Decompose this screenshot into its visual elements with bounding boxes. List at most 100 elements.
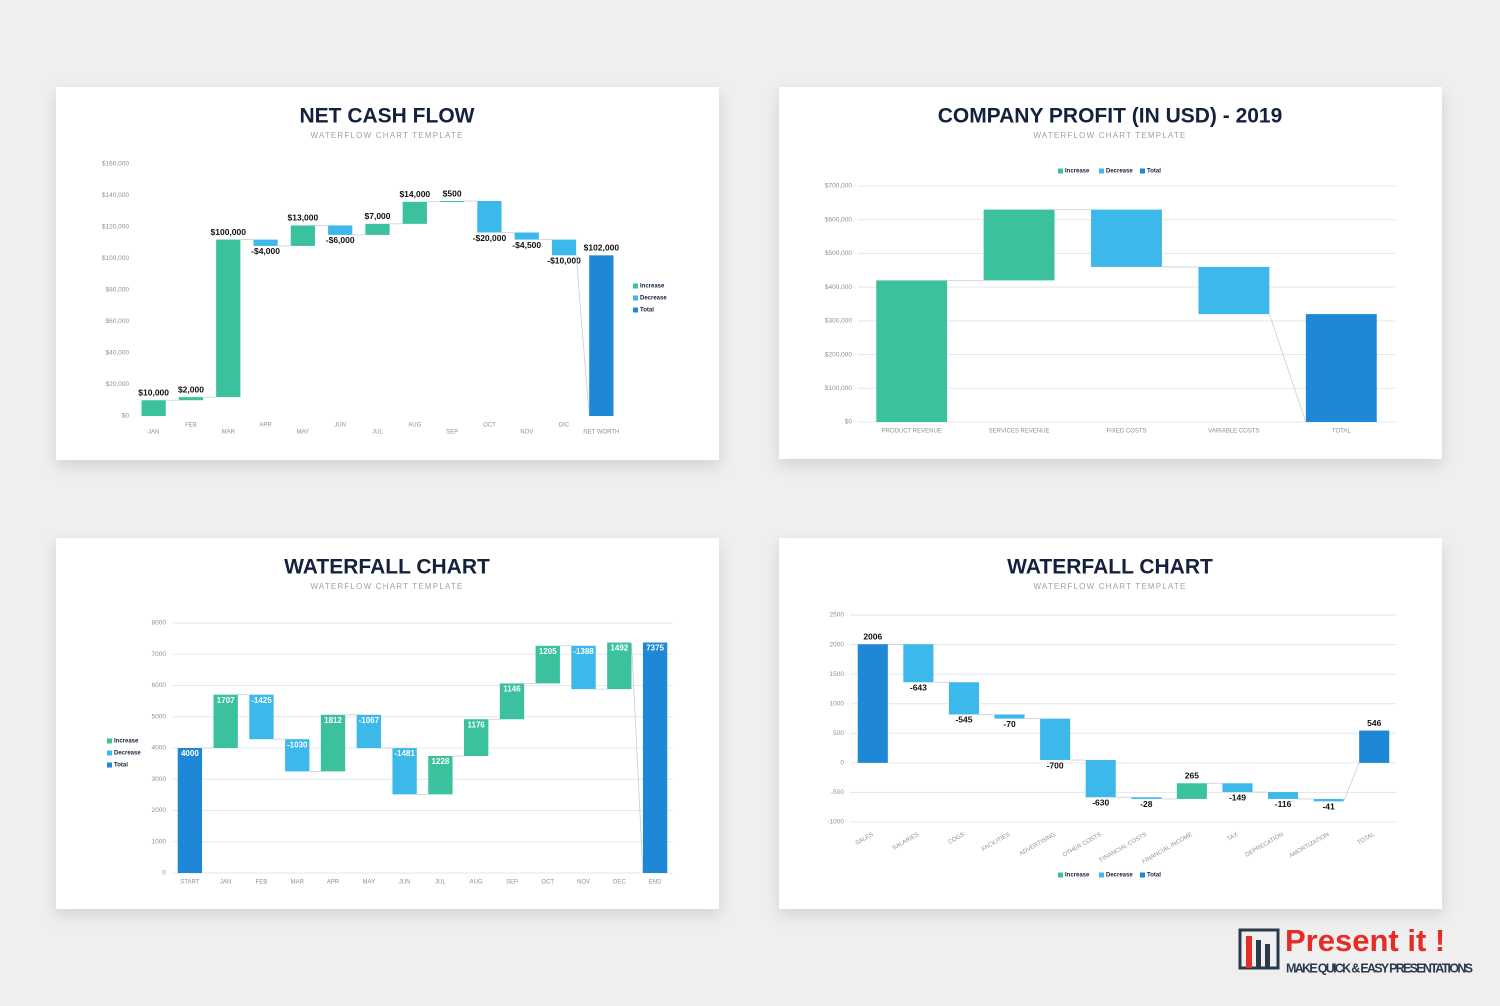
y-tick-label: $200,000 bbox=[825, 351, 852, 358]
bar bbox=[1040, 718, 1071, 761]
bar bbox=[571, 645, 596, 690]
bar bbox=[320, 714, 346, 772]
chart-title: WATERFALL CHART bbox=[284, 556, 490, 579]
value-label: 1707 bbox=[217, 696, 235, 705]
bar bbox=[1091, 209, 1162, 267]
bar bbox=[551, 239, 577, 256]
value-label: $7,000 bbox=[365, 211, 391, 221]
bar bbox=[499, 683, 525, 720]
bar bbox=[464, 719, 489, 756]
y-tick-label: $100,000 bbox=[102, 255, 129, 262]
connector bbox=[631, 642, 644, 874]
y-tick-label: 2000 bbox=[830, 641, 845, 648]
x-tick-label: PRODUCT REVENUE bbox=[882, 429, 942, 435]
value-label: -41 bbox=[1322, 802, 1335, 812]
chart-subtitle: WATERFLOW CHART TEMPLATE bbox=[310, 131, 463, 140]
value-label: $13,000 bbox=[288, 213, 319, 223]
legend-swatch bbox=[107, 738, 112, 744]
bar bbox=[1305, 314, 1377, 422]
value-label: 1176 bbox=[467, 720, 485, 729]
value-label: -$10,000 bbox=[547, 256, 581, 266]
x-tick-label: AUG bbox=[408, 423, 421, 429]
bar bbox=[535, 645, 560, 684]
value-label: 4000 bbox=[181, 749, 199, 758]
bar bbox=[253, 239, 278, 246]
x-tick-label: FEB bbox=[256, 880, 268, 886]
value-label: -116 bbox=[1275, 799, 1292, 809]
legend-swatch bbox=[1058, 168, 1063, 174]
chart-title: WATERFALL CHART bbox=[1007, 556, 1213, 579]
y-tick-label: $700,000 bbox=[825, 183, 852, 190]
x-tick-label: SEP bbox=[446, 430, 458, 436]
bar bbox=[1359, 730, 1390, 763]
value-label: -545 bbox=[955, 715, 972, 725]
y-tick-label: $120,000 bbox=[102, 224, 129, 231]
connector bbox=[1268, 313, 1307, 423]
legend-label: Decrease bbox=[1106, 873, 1133, 879]
y-tick-label: $500,000 bbox=[825, 250, 852, 257]
legend-swatch bbox=[1099, 168, 1104, 174]
value-label: -$6,000 bbox=[326, 235, 355, 245]
value-label: -149 bbox=[1229, 792, 1246, 802]
y-tick-label: 7000 bbox=[152, 651, 167, 658]
bar bbox=[216, 239, 241, 398]
value-label: 546 bbox=[1367, 718, 1381, 728]
x-tick-label: OCT bbox=[483, 423, 496, 429]
bar bbox=[365, 223, 390, 235]
x-tick-label: JUN bbox=[334, 423, 346, 429]
value-label: -1388 bbox=[573, 647, 594, 656]
bar bbox=[642, 642, 668, 873]
bar bbox=[857, 644, 888, 763]
x-tick-label: JUL bbox=[372, 430, 383, 436]
y-tick-label: $300,000 bbox=[825, 318, 852, 325]
x-tick-label: MAR bbox=[291, 880, 305, 886]
legend-label: Increase bbox=[1065, 873, 1090, 879]
bar bbox=[1222, 783, 1253, 793]
bar bbox=[249, 694, 274, 740]
bar bbox=[213, 694, 238, 748]
y-tick-label: 8000 bbox=[152, 620, 167, 627]
y-tick-label: 2500 bbox=[830, 612, 845, 619]
y-tick-label: $40,000 bbox=[106, 350, 130, 357]
value-label: -28 bbox=[1140, 799, 1153, 809]
y-tick-label: 2000 bbox=[152, 807, 167, 814]
value-label: 2006 bbox=[863, 631, 882, 641]
x-tick-label: TAX bbox=[1227, 832, 1240, 843]
value-label: -$20,000 bbox=[473, 233, 507, 243]
bar bbox=[903, 644, 934, 683]
bar bbox=[1267, 792, 1299, 799]
legend-label: Total bbox=[114, 763, 128, 769]
value-label: -700 bbox=[1047, 760, 1064, 770]
value-label: -1425 bbox=[251, 696, 272, 705]
legend-label: Decrease bbox=[1106, 169, 1133, 175]
value-label: -$4,000 bbox=[251, 246, 280, 256]
value-label: 7375 bbox=[646, 644, 664, 653]
y-tick-label: $80,000 bbox=[106, 287, 130, 294]
x-tick-label: APR bbox=[259, 423, 272, 429]
x-tick-label: OCT bbox=[541, 880, 554, 886]
bar bbox=[1313, 798, 1344, 802]
value-label: -1030 bbox=[287, 740, 308, 749]
x-tick-label: JUL bbox=[435, 880, 446, 886]
y-tick-label: 6000 bbox=[152, 682, 167, 689]
value-label: -643 bbox=[910, 682, 927, 692]
x-tick-label: END bbox=[649, 880, 662, 886]
y-tick-label: $140,000 bbox=[102, 192, 129, 199]
y-tick-label: 1000 bbox=[152, 838, 167, 845]
value-label: -630 bbox=[1092, 798, 1109, 808]
value-label: $14,000 bbox=[399, 189, 430, 199]
y-tick-label: 0 bbox=[162, 870, 166, 877]
value-label: $500 bbox=[443, 188, 462, 198]
y-tick-label: $400,000 bbox=[825, 284, 852, 291]
value-label: $2,000 bbox=[178, 384, 204, 394]
y-tick-label: -1000 bbox=[827, 819, 844, 826]
card bbox=[779, 538, 1442, 909]
value-label: -70 bbox=[1003, 719, 1016, 729]
x-tick-label: VARIABLE COSTS bbox=[1208, 429, 1259, 435]
value-label: -$4,500 bbox=[512, 240, 541, 250]
x-tick-label: SERVICES REVENUE bbox=[989, 429, 1050, 435]
chart-title: COMPANY PROFIT (IN USD) - 2019 bbox=[938, 105, 1283, 128]
y-tick-label: 3000 bbox=[152, 776, 167, 783]
